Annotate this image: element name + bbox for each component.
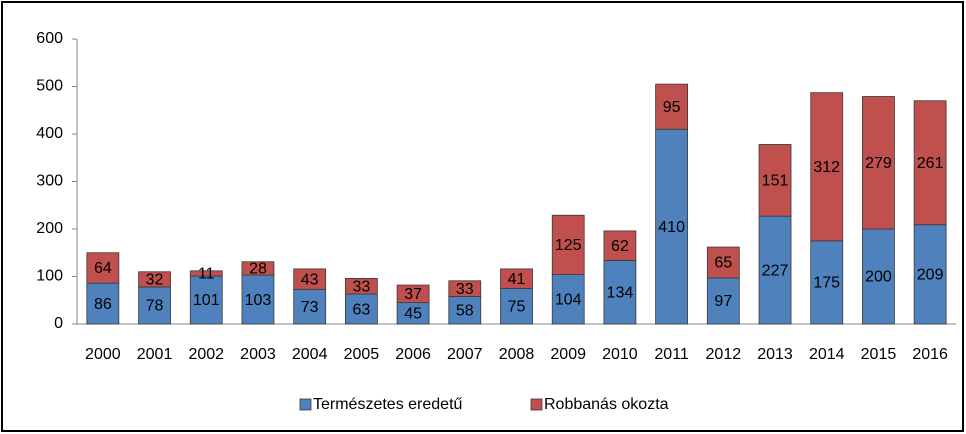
data-label: 97 [714,293,732,310]
data-label: 64 [94,260,112,277]
data-label: 62 [611,238,629,255]
x-tick-label: 2016 [912,346,948,363]
x-tick-label: 2006 [395,346,431,363]
data-label: 125 [555,237,582,254]
bar-segment [448,280,482,297]
bar-segment [810,240,844,325]
data-label: 209 [917,267,944,284]
data-label: 41 [508,271,526,288]
bar-segment [862,96,895,230]
y-tick-label: 200 [36,220,63,237]
bar-segment [189,275,223,325]
y-tick-label: 500 [36,78,63,95]
bar-segment [706,277,740,325]
x-tick-label: 2011 [654,346,689,363]
data-label: 63 [352,301,370,318]
bar-segment [293,288,327,325]
data-label: 37 [404,286,422,303]
data-label: 45 [404,306,422,323]
data-label: 103 [245,292,272,309]
data-label: 86 [94,296,112,313]
bar-segment [138,271,171,288]
data-label: 65 [714,255,732,272]
data-label: 175 [813,275,840,292]
bar-segment [396,284,430,304]
bar-segment [655,83,689,130]
y-tick-label: 400 [36,125,63,142]
data-label: 261 [917,155,944,172]
bar-segment [241,274,275,325]
bar-segment [344,293,378,325]
y-tick-label: 0 [54,315,63,332]
bar-segment [655,128,689,325]
data-label: 33 [456,281,474,298]
data-label: 200 [865,269,892,286]
data-label: 28 [249,261,267,278]
bar-segment [551,214,585,276]
bar-segment [603,259,637,325]
bar-segment [86,252,120,284]
bar-segment [913,100,947,226]
legend-label: Természetes eredetű [313,396,463,413]
data-label: 73 [301,299,319,316]
data-label: 410 [658,219,685,236]
data-label: 279 [865,155,892,172]
data-label: 32 [146,272,164,289]
legend-swatch [530,398,543,411]
x-tick-label: 2015 [861,346,897,363]
x-tick-label: 2009 [550,346,586,363]
data-label: 101 [193,292,220,309]
bar-segment [138,286,171,325]
x-tick-label: 2000 [85,346,121,363]
y-tick-label: 300 [36,173,63,190]
x-tick-label: 2013 [757,346,793,363]
data-label: 134 [607,284,634,301]
bar-segment [448,296,482,325]
bar-segment [758,215,792,325]
bar-segment [500,268,533,289]
data-label: 58 [456,302,474,319]
x-tick-label: 2010 [602,346,638,363]
data-label: 95 [663,99,681,116]
y-tick-label: 600 [36,30,63,47]
data-label: 33 [352,278,370,295]
x-tick-label: 2003 [240,346,276,363]
bar-segment [86,282,120,325]
data-label: 227 [762,262,789,279]
x-tick-label: 2007 [447,346,483,363]
x-tick-label: 2008 [499,346,535,363]
data-label: 104 [555,292,582,309]
bar-segment [551,274,585,325]
data-label: 312 [813,159,840,176]
bar-segment [241,261,275,276]
legend-label: Robbanás okozta [544,396,669,413]
x-tick-label: 2014 [809,346,845,363]
data-label: 11 [198,266,215,283]
bar-segment [189,270,223,277]
data-label: 151 [762,173,789,190]
bar-segment [810,92,844,242]
x-tick-label: 2005 [344,346,380,363]
legend-swatch [299,398,312,411]
x-tick-label: 2002 [188,346,224,363]
bar-segment [344,277,378,295]
bar-segment [706,246,740,279]
y-tick-label: 100 [36,268,63,285]
x-tick-label: 2012 [706,346,742,363]
bar-segment [293,268,327,290]
x-tick-label: 2001 [137,346,173,363]
x-tick-label: 2004 [292,346,328,363]
bar-segment [758,144,792,217]
bar-segment [603,230,637,261]
data-label: 75 [508,298,526,315]
data-label: 43 [301,271,319,288]
data-label: 78 [146,298,164,315]
